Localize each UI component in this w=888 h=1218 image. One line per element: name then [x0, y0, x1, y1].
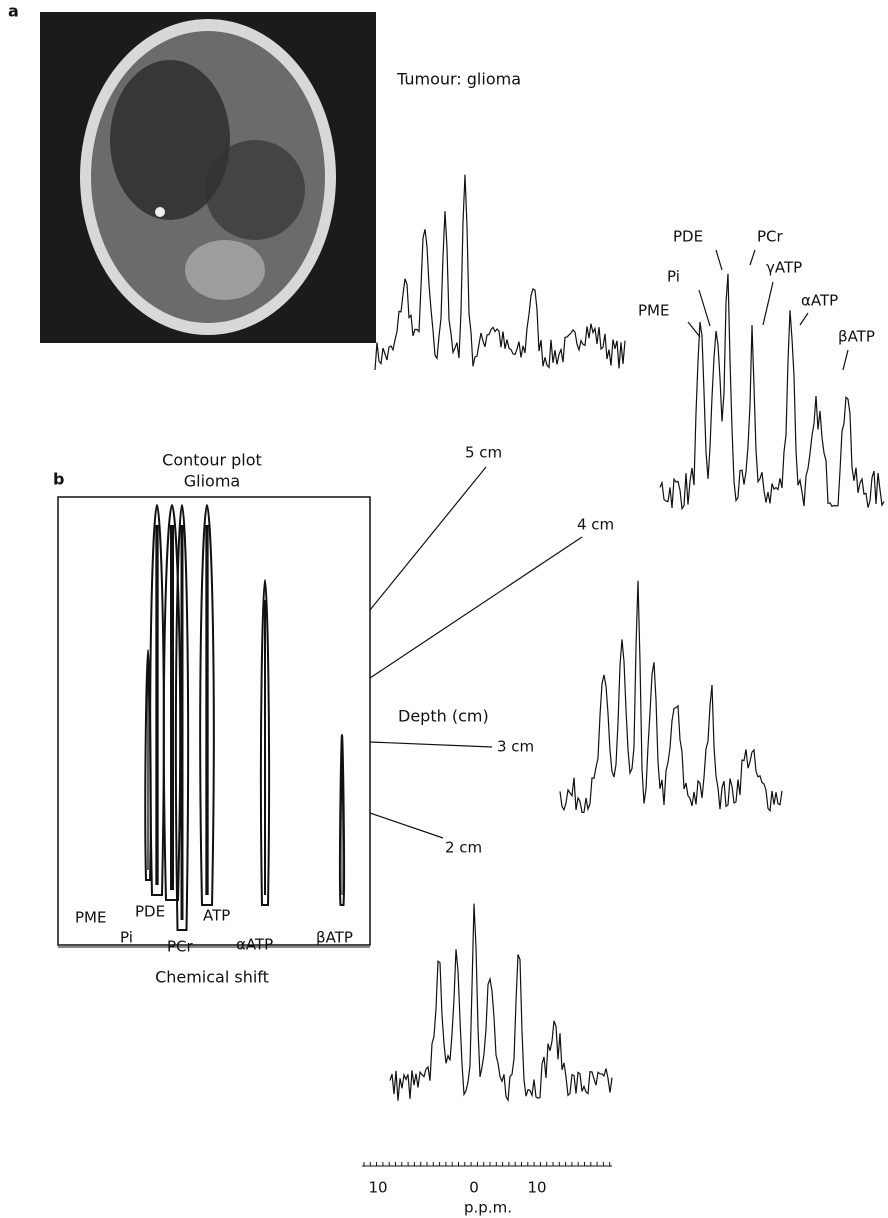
depth-level: 4 cm [577, 516, 614, 534]
contour-title: Contour plot [162, 451, 262, 470]
calcification [155, 207, 165, 217]
contour [174, 503, 190, 931]
peak-label: βATP [838, 328, 875, 346]
peak-label: PDE [135, 903, 165, 921]
leader [799, 312, 809, 326]
peak-label: βATP [316, 929, 353, 947]
contour-plot [144, 503, 346, 931]
ppm-scale [362, 1162, 612, 1167]
peak-label: PCr [757, 228, 784, 246]
peak-label: αATP [801, 292, 838, 310]
peak-label: γATP [766, 259, 802, 277]
spectrum [559, 580, 783, 814]
scale-label: 0 [469, 1179, 479, 1197]
tissue [185, 240, 265, 300]
depth-leader [369, 812, 444, 839]
scale-label: 10 [527, 1179, 546, 1197]
peak-label: PDE [673, 228, 703, 246]
spectrum [374, 174, 626, 371]
depth-label: Depth (cm) [398, 707, 489, 726]
peak-label: PCr [167, 938, 194, 956]
depth-level: 5 cm [465, 444, 502, 462]
contour [259, 578, 271, 906]
panel-label: b [53, 470, 64, 489]
contour-frame [57, 496, 371, 946]
depth-leader [369, 466, 487, 611]
spectrum [389, 903, 613, 1103]
label-leaders [687, 249, 849, 371]
scale-title: p.p.m. [464, 1199, 512, 1217]
peak-label: Pi [667, 268, 680, 286]
panel-label: a [8, 2, 19, 21]
contour [144, 648, 152, 881]
leader [749, 249, 756, 266]
peak-label: PME [638, 302, 669, 320]
leader [842, 349, 849, 371]
depth-level: 2 cm [445, 839, 482, 857]
scale-label: 10 [368, 1179, 387, 1197]
leader [687, 321, 701, 338]
spectrum [659, 273, 885, 511]
depth-leader [369, 741, 493, 748]
contour [199, 503, 215, 906]
depth-level: 3 cm [497, 738, 534, 756]
contour-subtitle: Glioma [184, 472, 240, 491]
lesion [110, 60, 230, 220]
leader [762, 281, 774, 326]
contour [338, 733, 346, 906]
lesion [205, 140, 305, 240]
contour [162, 503, 182, 901]
peak-label: PME [75, 909, 106, 927]
depth-leader [369, 536, 583, 679]
peak-label: αATP [236, 936, 273, 954]
leader [698, 289, 711, 327]
peak-label: Pi [120, 929, 133, 947]
peak-label: ATP [203, 907, 230, 925]
axis-label: Chemical shift [155, 968, 269, 987]
spectrum-title: Tumour: glioma [396, 70, 521, 89]
leader [715, 249, 723, 271]
